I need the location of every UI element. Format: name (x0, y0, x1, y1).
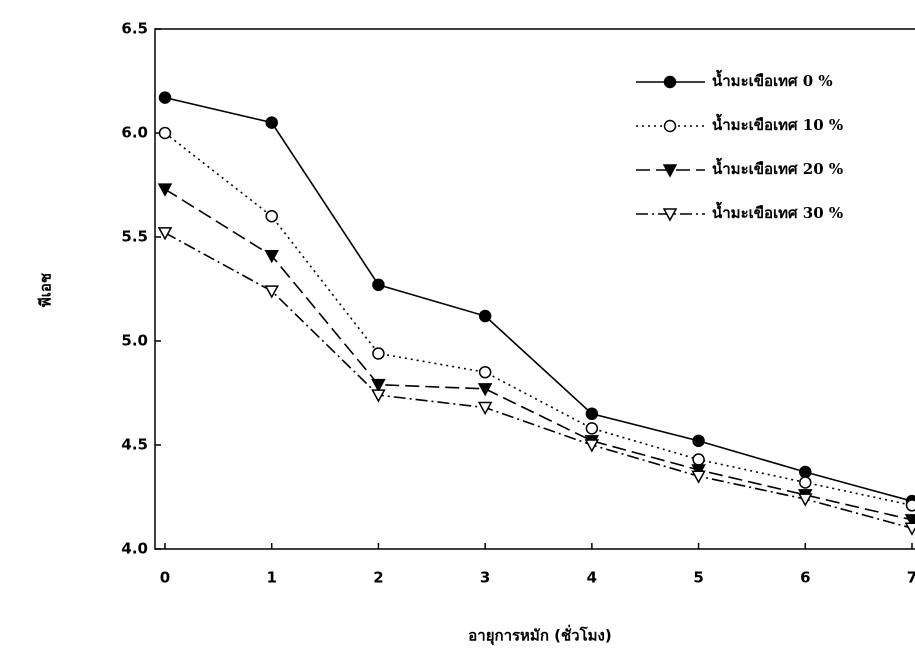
y-tick-label: 5.5 (121, 228, 148, 246)
y-axis-label: พีเอช (37, 273, 55, 307)
marker (907, 500, 915, 511)
marker (693, 435, 704, 446)
marker (373, 348, 384, 359)
x-tick-label: 7 (907, 569, 915, 587)
y-tick-label: 4.0 (121, 540, 148, 558)
y-tick-label: 4.5 (121, 436, 148, 454)
legend-label: น้ำมะเขือเทศ 0 % (712, 69, 833, 90)
marker (479, 403, 491, 414)
marker (586, 423, 597, 434)
marker (480, 367, 491, 378)
marker (586, 408, 597, 419)
marker (160, 92, 171, 103)
marker (693, 454, 704, 465)
marker (159, 184, 171, 195)
marker (160, 128, 171, 139)
marker (800, 477, 811, 488)
marker (800, 467, 811, 478)
legend-marker (665, 77, 676, 88)
y-tick-label: 6.5 (121, 20, 148, 38)
legend-marker (665, 121, 676, 132)
legend-label: น้ำมะเขือเทศ 30 % (712, 201, 843, 222)
x-tick-label: 0 (160, 569, 170, 587)
marker (480, 311, 491, 322)
x-tick-label: 3 (480, 569, 490, 587)
x-tick-label: 5 (693, 569, 703, 587)
x-axis-label: อายุการหมัก (ชั่วโมง) (468, 625, 611, 646)
series-line (165, 133, 912, 505)
series-line (165, 98, 912, 502)
marker (373, 279, 384, 290)
y-tick-label: 5.0 (121, 332, 148, 350)
marker (479, 384, 491, 395)
marker (266, 117, 277, 128)
chart: พีเอช อายุการหมัก (ชั่วโมง) 4.0 4.5 5.0 5.5… (0, 0, 915, 654)
legend-label: น้ำมะเขือเทศ 10 % (712, 113, 843, 134)
marker (693, 471, 705, 482)
x-tick-label: 1 (266, 569, 276, 587)
x-tick-label: 6 (800, 569, 810, 587)
marker (372, 380, 384, 391)
marker (906, 523, 915, 534)
marker (266, 211, 277, 222)
legend-label: น้ำมะเขือเทศ 20 % (712, 157, 843, 178)
x-tick-label: 4 (587, 569, 597, 587)
y-tick-label: 6.0 (121, 124, 148, 142)
x-tick-label: 2 (373, 569, 383, 587)
